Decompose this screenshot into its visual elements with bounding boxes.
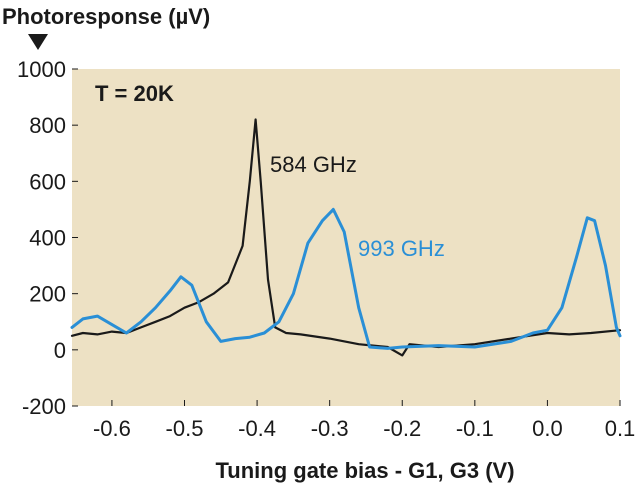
series-label-993ghz: 993 GHz — [358, 236, 445, 261]
x-tick-label: -0.2 — [383, 416, 421, 441]
y-tick-label: 800 — [29, 113, 66, 138]
x-tick-label: -0.4 — [238, 416, 276, 441]
series-line-993ghz — [70, 207, 622, 350]
y-tick-label: 200 — [29, 282, 66, 307]
y-tick-label: 400 — [29, 226, 66, 251]
x-tick-label: 0.1 — [605, 416, 636, 441]
x-tick-label: -0.1 — [456, 416, 494, 441]
y-tick-label: 600 — [29, 169, 66, 194]
tick-marks — [72, 68, 621, 407]
y-axis-title: Photoresponse (µV) — [2, 4, 210, 29]
x-tick-label: -0.5 — [166, 416, 204, 441]
y-axis-marker-icon — [28, 34, 48, 50]
y-tick-label: 0 — [54, 338, 66, 363]
series-label-584ghz: 584 GHz — [270, 152, 357, 177]
temperature-annotation: T = 20K — [95, 81, 174, 106]
series-layer — [70, 118, 622, 357]
y-tick-label: 1000 — [17, 57, 66, 82]
x-axis-title: Tuning gate bias - G1, G3 (V) — [215, 458, 514, 483]
x-tick-label: 0.0 — [532, 416, 563, 441]
y-tick-labels: 1000 800 600 400 200 0 -200 — [17, 57, 66, 419]
x-tick-label: -0.6 — [93, 416, 131, 441]
x-tick-label: -0.3 — [311, 416, 349, 441]
y-tick-label: -200 — [22, 394, 66, 419]
x-tick-labels: -0.6 -0.5 -0.4 -0.3 -0.2 -0.1 0.0 0.1 — [93, 416, 635, 441]
